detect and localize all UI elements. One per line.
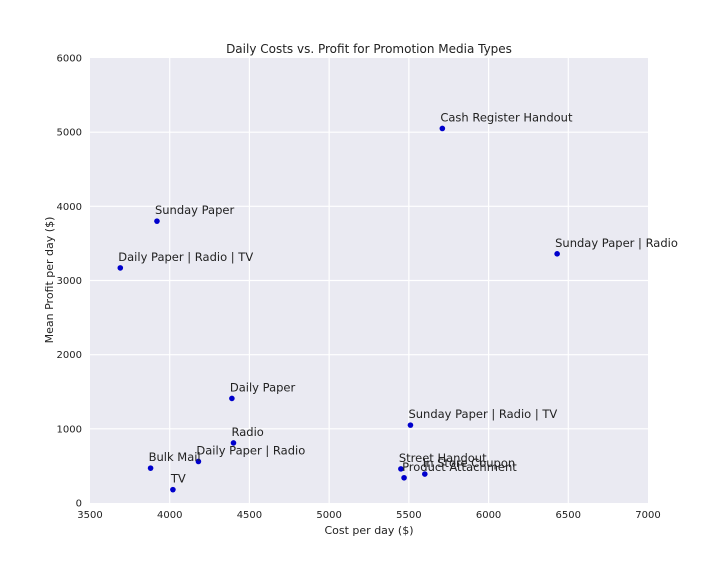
point-label: Daily Paper | Radio | TV <box>118 250 253 264</box>
data-point <box>439 125 446 132</box>
x-tick-label: 6500 <box>556 510 581 521</box>
point-label: Street Handout <box>399 451 487 465</box>
data-point <box>554 251 560 257</box>
x-tick-label: 4500 <box>237 510 262 521</box>
point-label: Sunday Paper | Radio <box>555 236 678 250</box>
x-tick-label: 5500 <box>396 510 421 521</box>
x-axis-label: Cost per day ($) <box>324 524 413 537</box>
point-label: Sunday Paper <box>155 203 235 217</box>
data-point <box>154 218 160 224</box>
x-tick-label: 3500 <box>77 510 102 521</box>
data-point <box>422 471 428 477</box>
y-tick-labels: 0 1000 2000 3000 4000 5000 6000 <box>57 54 82 510</box>
x-tick-label: 5000 <box>316 510 341 521</box>
y-axis-label: Mean Profit per day ($) <box>43 217 56 344</box>
x-tick-label: 4000 <box>157 510 182 521</box>
point-label: In Store Coupon <box>423 456 515 470</box>
y-tick-label: 6000 <box>57 54 82 65</box>
x-tick-label: 7000 <box>635 510 660 521</box>
data-point <box>195 458 202 465</box>
y-tick-label: 4000 <box>57 202 82 213</box>
point-label: Bulk Mail <box>149 450 201 464</box>
data-point <box>170 486 176 493</box>
data-point <box>407 422 414 428</box>
point-label: Cash Register Handout <box>440 110 573 124</box>
y-tick-label: 0 <box>76 499 82 510</box>
chart-title: Daily Costs vs. Profit for Promotion Med… <box>226 42 512 56</box>
data-point <box>401 474 407 481</box>
point-label: Sunday Paper | Radio | TV <box>408 407 557 421</box>
point-label: Daily Paper | Radio <box>196 443 305 457</box>
point-label: Daily Paper <box>230 380 296 394</box>
y-tick-label: 2000 <box>57 350 82 361</box>
data-points <box>117 125 560 493</box>
data-point <box>230 440 237 446</box>
data-point <box>398 466 404 472</box>
data-point <box>117 265 124 271</box>
point-label: Radio <box>231 425 263 439</box>
x-tick-labels: 3500 4000 4500 5000 5500 6000 6500 7000 <box>77 510 660 521</box>
y-tick-label: 3000 <box>57 276 82 287</box>
data-point <box>147 465 154 471</box>
y-tick-label: 1000 <box>57 424 82 435</box>
data-point <box>229 395 235 402</box>
grid-lines <box>90 58 648 503</box>
y-tick-label: 5000 <box>57 128 82 139</box>
point-label: Product Attachment <box>402 460 517 474</box>
x-tick-label: 6000 <box>476 510 501 521</box>
point-labels: Cash Register Handout Sunday Paper Sunday … <box>118 110 678 485</box>
point-label: TV <box>170 472 186 486</box>
